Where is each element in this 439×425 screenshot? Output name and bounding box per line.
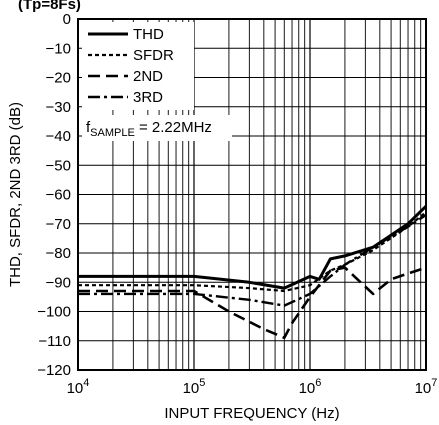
legend-label-3rd: 3RD <box>133 89 163 106</box>
y-tick-label: −100 <box>37 304 71 321</box>
x-tick-label: 105 <box>183 377 206 397</box>
annotation-subscript: SAMPLE <box>90 127 135 139</box>
x-tick-exponent: 4 <box>83 377 89 389</box>
annotation-box <box>82 115 232 141</box>
x-tick-base: 10 <box>67 380 84 397</box>
y-tick-label: −90 <box>46 274 71 291</box>
x-tick-base: 10 <box>183 380 200 397</box>
series-line-3rd <box>78 213 427 307</box>
annotation-prefix: f <box>86 119 91 136</box>
series-layer <box>78 205 428 340</box>
sample-frequency-annotation: fSAMPLE = 2.22MHz <box>86 119 212 139</box>
y-axis-label: THD, SFDR, 2ND 3RD (dB) <box>7 102 24 287</box>
header-fragment: (Tp=8Fs) <box>18 0 81 13</box>
y-tick-label: −120 <box>37 362 71 379</box>
x-tick-exponent: 6 <box>315 377 321 389</box>
x-tick-exponent: 7 <box>431 377 437 389</box>
x-tick-base: 10 <box>299 380 316 397</box>
x-tick-label: 104 <box>67 377 90 397</box>
y-tick-label: −70 <box>46 216 71 233</box>
series-line-2nd <box>78 266 427 340</box>
legend: THD SFDR 2ND 3RD <box>88 26 174 106</box>
y-tick-label: −60 <box>46 187 71 204</box>
annotation-suffix: = 2.22MHz <box>135 119 212 136</box>
x-tick-base: 10 <box>415 380 432 397</box>
x-tick-labels: 104 105 106 107 <box>67 377 438 397</box>
y-tick-label: 0 <box>63 11 71 28</box>
x-tick-label: 106 <box>299 377 322 397</box>
y-tick-labels: 0 −10 −20 −30 −40 −50 −60 −70 −80 −90 −100 −110 −120 <box>37 11 71 379</box>
legend-box <box>82 22 194 110</box>
legend-label-thd: THD <box>133 26 164 43</box>
legend-label-sfdr: SFDR <box>133 47 174 64</box>
y-tick-label: −110 <box>38 333 71 350</box>
plot-frame <box>77 18 427 371</box>
y-tick-label: −80 <box>46 245 71 262</box>
legend-label-2nd: 2ND <box>133 68 163 85</box>
y-tick-label: −50 <box>46 157 71 174</box>
y-tick-label: −30 <box>46 99 71 116</box>
y-tick-label: −40 <box>46 128 71 145</box>
x-tick-exponent: 5 <box>199 377 205 389</box>
series-line-thd <box>78 205 428 290</box>
y-tick-label: −20 <box>46 70 71 87</box>
series-line-sfdr <box>78 211 427 293</box>
x-axis-label: INPUT FREQUENCY (Hz) <box>164 405 339 422</box>
y-tick-label: −10 <box>46 40 71 57</box>
x-tick-label: 107 <box>415 377 438 397</box>
